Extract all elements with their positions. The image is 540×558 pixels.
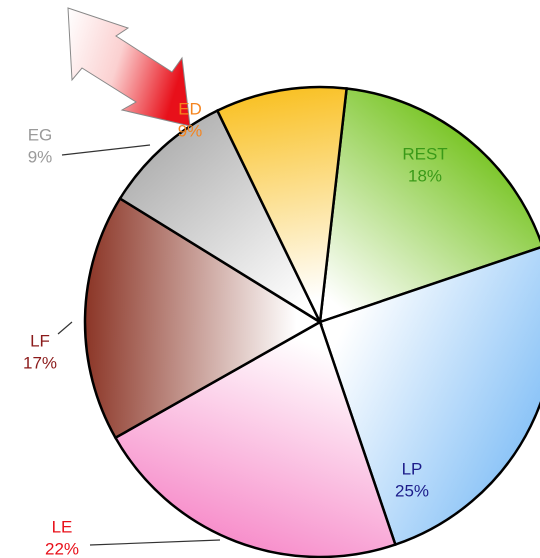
slice-value: 9%	[178, 121, 203, 140]
pie-slice	[83, 196, 323, 440]
slice-label: EG	[28, 125, 53, 144]
leader-line	[57, 321, 73, 335]
slice-label: ED	[178, 99, 202, 118]
slice-value: 17%	[23, 353, 57, 372]
leader-line	[61, 144, 151, 156]
pie	[83, 85, 540, 558]
slice-value: 9%	[28, 147, 53, 166]
pie-slice	[118, 108, 324, 326]
slice-label: LE	[52, 517, 73, 536]
pie-slice	[215, 85, 348, 327]
pie-slice	[318, 87, 540, 324]
leader-line	[89, 539, 221, 546]
slice-value: 18%	[408, 166, 442, 185]
pie-slice	[318, 246, 540, 547]
slice-value: 25%	[395, 481, 429, 500]
slice-label: REST	[402, 144, 447, 163]
slice-label: LF	[30, 331, 50, 350]
swap-arrow	[67, 7, 191, 127]
slice-label: LP	[402, 459, 423, 478]
slice-value: 22%	[45, 539, 79, 558]
pie-slice	[113, 320, 397, 558]
labels: REST 18% LP 25% LE 22% LF 17% EG 9% ED 9%	[23, 99, 448, 558]
